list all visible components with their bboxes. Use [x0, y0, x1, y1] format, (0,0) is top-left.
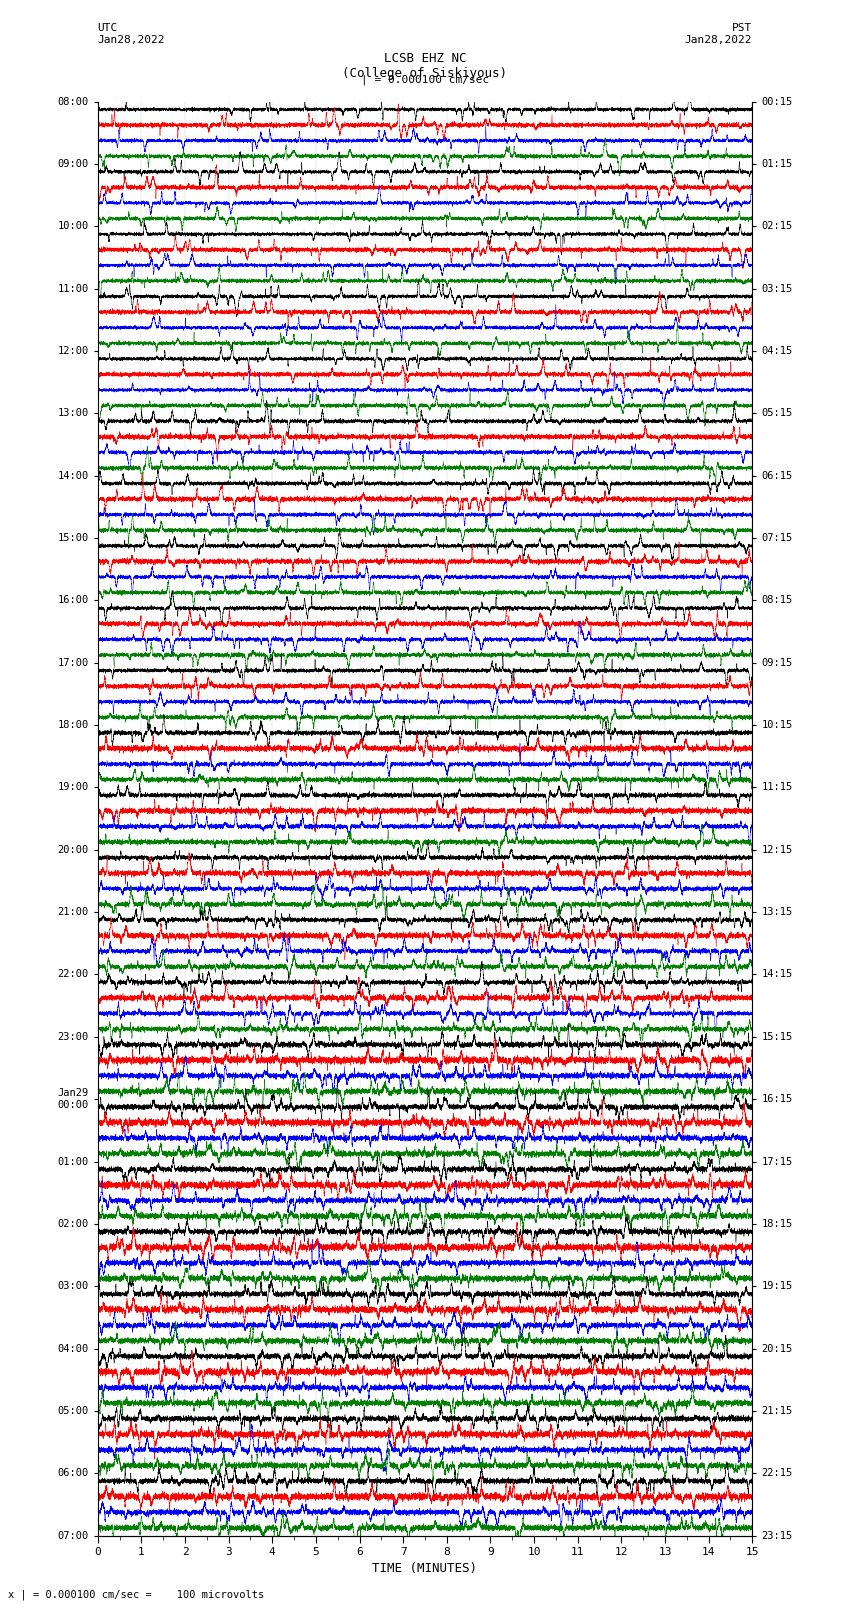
Text: PST
Jan28,2022: PST Jan28,2022	[685, 23, 752, 45]
X-axis label: TIME (MINUTES): TIME (MINUTES)	[372, 1561, 478, 1574]
Title: LCSB EHZ NC
(College of Siskiyous): LCSB EHZ NC (College of Siskiyous)	[343, 52, 507, 79]
Text: | = 0.000100 cm/sec: | = 0.000100 cm/sec	[361, 74, 489, 85]
Text: x | = 0.000100 cm/sec =    100 microvolts: x | = 0.000100 cm/sec = 100 microvolts	[8, 1589, 264, 1600]
Text: UTC
Jan28,2022: UTC Jan28,2022	[98, 23, 165, 45]
